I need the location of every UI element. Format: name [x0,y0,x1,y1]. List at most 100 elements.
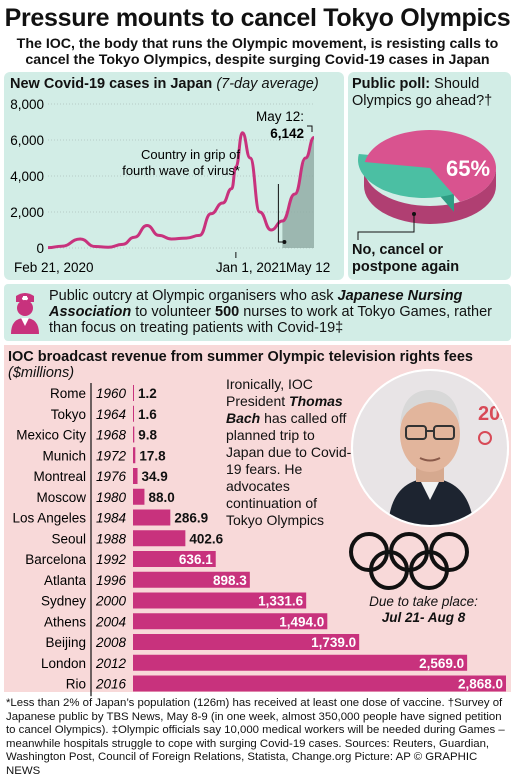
revenue-bar [133,571,250,588]
revenue-bar [133,675,506,692]
revenue-bar [133,654,468,671]
y-tick-label: 2,000 [10,205,44,220]
poll-title-rest: Should Olympics go ahead?† [352,76,493,109]
city-label: Seoul [51,531,86,546]
pie-slice-yes [358,154,454,198]
year-label: 1988 [96,531,127,546]
city-label: Sydney [41,594,86,609]
page-title: Pressure mounts to cancel Tokyo Olympics [4,4,511,32]
nurse-association: Japanese Nursing Association [49,288,463,320]
nurse-text: Public outcry at Olympic organisers who … [49,288,511,336]
wave-annotation-line1: Country in grip of [141,147,240,162]
wave-bracket-dot [282,240,287,244]
year-label: 1996 [96,573,127,588]
nurse-count: 500 [215,304,240,320]
revenue-bar [133,468,138,484]
revenue-bar [133,385,134,401]
year-label: 2004 [95,614,126,629]
revenue-bar [133,509,171,526]
bar-value-label: 636.1 [179,552,213,567]
bar-value-label: 898.3 [213,573,247,588]
due-line-1: Due to take place: [369,594,478,609]
bar-value-label: 1.6 [138,407,157,422]
page-subtitle: The IOC, the body that runs the Olympic … [16,36,499,68]
revenue-bar-chart: Rome 1960 1.2 Tokyo 1964 1.6 Mexico City 1968 9.… [12,383,506,697]
city-label: London [41,656,86,671]
nurse-text-5: nurses to work at Tokyo Games, rather th… [49,304,492,336]
city-label: Athens [44,614,86,629]
cases-line [47,131,315,250]
revenue-bar [133,530,186,547]
poll-title: Public poll: Should Olympics go ahead?† [352,76,512,110]
year-label: 1960 [96,386,127,401]
covid-chart-title: New Covid-19 cases in Japan (7-day avera… [10,76,319,92]
city-label: Barcelona [25,552,86,567]
city-label: Rome [50,386,86,401]
revenue-bar [133,634,360,650]
year-label: 1984 [96,511,126,526]
bach-text-1: Ironically, IOC President [226,376,313,409]
city-label: Munich [42,448,86,463]
bar-value-label: 1.2 [138,386,157,401]
bar-value-label: 2,868.0 [458,677,503,692]
city-label: Rio [66,677,86,692]
year-label: 1980 [96,490,127,505]
year-label: 2016 [95,677,127,692]
revenue-bar [133,488,145,505]
revenue-bar [133,426,135,443]
nurse-text-3: to volunteer [131,304,216,320]
bach-caption: Ironically, IOC President Thomas Bach ha… [226,376,354,529]
poll-leader [357,214,415,240]
peak-value-label: 6,142 [270,126,304,141]
due-date: Due to take place: Jul 21- Aug 8 [346,594,501,626]
wave-bracket [277,184,283,243]
revenue-bar [133,447,136,464]
bar-value-label: 1,739.0 [311,635,356,650]
footnote: *Less than 2% of Japan’s population (126… [6,697,505,777]
thomas-bach-photo: 2020 [351,369,510,527]
x-tick-label: Jan 1, 2021 [216,260,287,275]
due-line-2: Jul 21- Aug 8 [381,610,466,625]
y-tick-label: 0 [36,241,44,256]
bar-value-label: 1,494.0 [279,614,324,629]
year-label: 1964 [96,407,126,422]
revenue-bar [133,551,216,567]
city-label: Atlanta [44,573,87,588]
nurse-icon [11,293,39,334]
bar-value-label: 88.0 [148,490,174,505]
revenue-title: IOC broadcast revenue from summer Olympi… [8,349,473,365]
bach-text-3: has called off planned trip to Japan due… [226,410,352,528]
year-label: 2008 [95,635,127,650]
city-label: Los Angeles [12,511,86,526]
poll-title-bold: Public poll: [352,76,431,92]
svg-text:2020: 2020 [478,403,510,425]
y-tick-label: 6,000 [10,133,44,148]
covid-title-text: New Covid-19 cases in Japan [10,76,213,92]
revenue-bar [133,613,328,630]
year-label: 1968 [96,428,127,443]
year-label: 1976 [96,469,127,484]
peak-date-label: May 12: [256,109,304,124]
bar-value-label: 1,331.6 [258,594,304,609]
year-label: 2000 [95,594,127,609]
y-tick-label: 4,000 [10,169,44,184]
covid-line-chart: 0 2,000 4,000 6,000 8,000 Country in grip off… [10,97,330,275]
year-label: 1992 [96,552,127,567]
nurse-text-1: Public outcry at Olympic organisers who … [49,288,338,304]
year-label: 1972 [96,448,127,463]
year-label: 2012 [95,656,127,671]
nurse-panel [4,284,511,341]
covid-title-note: (7-day average) [216,76,319,92]
bar-value-label: 9.8 [138,428,157,443]
x-tick-label: May 12 [286,260,330,275]
bar-value-label: 402.6 [189,531,223,546]
revenue-bar [133,592,307,609]
city-label: Beijing [45,635,86,650]
pie-slice-no [364,130,496,202]
city-label: Tokyo [51,407,86,422]
pie-side-no [364,168,496,224]
olympic-rings-icon [349,532,469,590]
y-tick-label: 8,000 [10,97,44,112]
bar-value-label: 17.8 [139,448,166,463]
bar-value-label: 286.9 [174,511,208,526]
